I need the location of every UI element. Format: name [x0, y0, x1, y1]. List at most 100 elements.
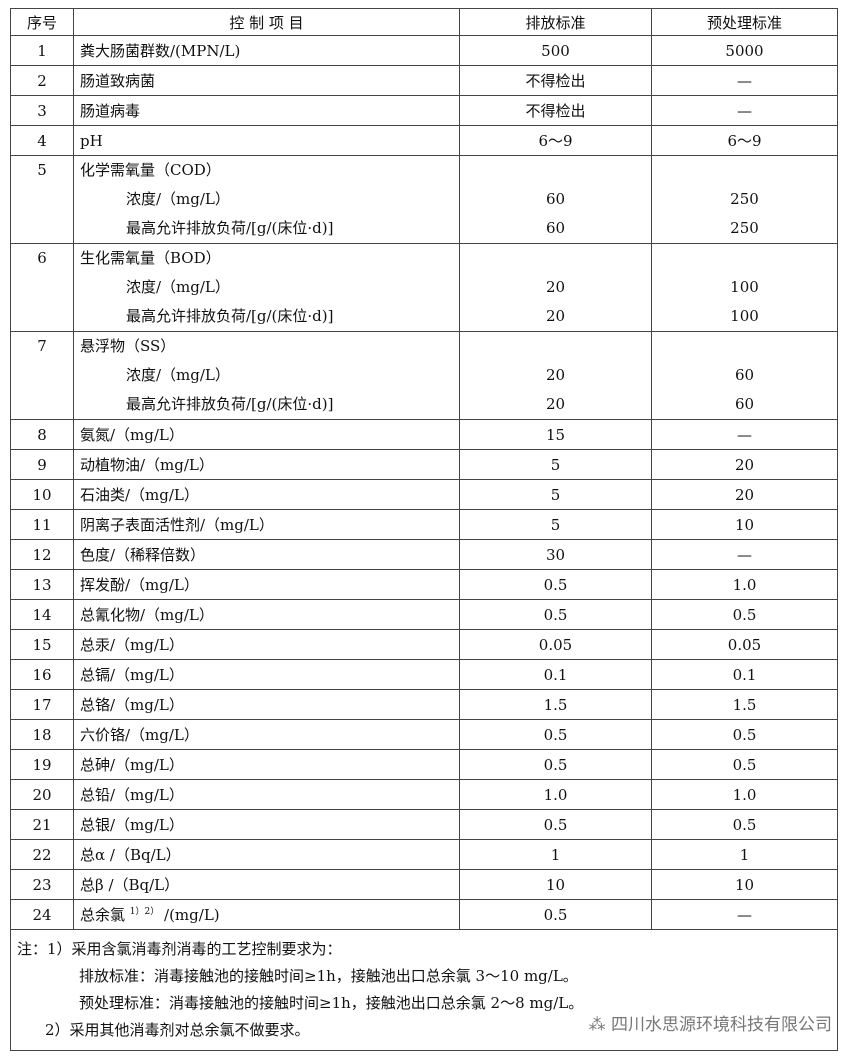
row-no: 23 — [10, 869, 74, 900]
table-row: 12 色度/（稀释倍数） 30— — [10, 539, 838, 570]
table-row: 7 悬浮物（SS） 浓度/（mg/L） 最高允许排放负荷/[g/(床位·d)] 20 20… — [10, 331, 838, 420]
row-no: 17 — [10, 689, 74, 720]
sub-discharge: 20 — [545, 307, 566, 325]
row-discharge: 0.5 — [459, 809, 652, 840]
sub-discharge: 20 — [545, 366, 566, 384]
row-item: 六价铬/（mg/L） — [73, 719, 460, 750]
row-discharge: 1.0 — [459, 779, 652, 810]
row-pretreatment: 5000 — [651, 35, 838, 66]
header-pretreatment: 预处理标准 — [651, 8, 838, 36]
row-no: 19 — [10, 749, 74, 780]
row-item: 总砷/（mg/L） — [73, 749, 460, 780]
note-1: 注：1）采用含氯消毒剂消毒的工艺控制要求为： — [17, 940, 342, 958]
table-row: 14 总氰化物/（mg/L） 0.5 0.5 — [10, 599, 838, 630]
row-discharge: 0.5 — [459, 899, 652, 930]
row-pretreatment: 0.5 — [651, 719, 838, 750]
row-item: 悬浮物（SS） 浓度/（mg/L） 最高允许排放负荷/[g/(床位·d)] — [73, 331, 460, 420]
row-discharge: 0.1 — [459, 659, 652, 690]
row-discharge: 不得检出 — [459, 65, 652, 96]
row-pretreatment: 20 — [651, 479, 838, 510]
row-no: 15 — [10, 629, 74, 660]
row-discharge: 5 — [459, 449, 652, 480]
table-row: 3 肠道病毒 不得检出 — — [10, 95, 838, 126]
row-pretreatment: 10 — [651, 509, 838, 540]
note-1-pretreatment: 预处理标准：消毒接触池的接触时间≥1h，接触池出口总余氯 2～8 mg/L。 — [79, 994, 584, 1012]
row-pretreatment: — — [651, 95, 838, 126]
row-discharge: 60 60 — [459, 155, 652, 244]
sub-item: 浓度/（mg/L） — [126, 366, 230, 384]
row-item: pH — [73, 125, 460, 156]
row-pretreatment: 6～9 — [651, 125, 838, 156]
sub-item: 浓度/（mg/L） — [126, 278, 230, 296]
table-row: 9 动植物油/（mg/L） 5 20 — [10, 449, 838, 480]
row-item: 挥发酚/（mg/L） — [73, 569, 460, 600]
row-discharge: 500 — [459, 35, 652, 66]
row-discharge: 0.5 — [459, 599, 652, 630]
row-pretreatment: 1.0 — [651, 779, 838, 810]
row-discharge: 5 — [459, 509, 652, 540]
row-no: 16 — [10, 659, 74, 690]
row-discharge: 30 — [459, 539, 652, 570]
row-item: 总铬/（mg/L） — [73, 689, 460, 720]
row-discharge: 20 20 — [459, 243, 652, 332]
sub-discharge: 60 — [545, 190, 566, 208]
header-item: 控 制 项 目 — [73, 8, 460, 36]
row-pretreatment: — — [651, 419, 838, 450]
row-discharge: 0.5 — [459, 749, 652, 780]
row-pretreatment: 10 — [651, 869, 838, 900]
row-no: 4 — [10, 125, 74, 156]
row-no: 1 — [10, 35, 74, 66]
row-discharge: 不得检出 — [459, 95, 652, 126]
row-pretreatment: 0.5 — [651, 749, 838, 780]
row-item: 生化需氧量（BOD） 浓度/（mg/L） 最高允许排放负荷/[g/(床位·d)] — [73, 243, 460, 332]
row-item: 阴离子表面活性剂/（mg/L） — [73, 509, 460, 540]
table-row: 17 总铬/（mg/L） 1.5 1.5 — [10, 689, 838, 720]
table-row: 18 六价铬/（mg/L） 0.5 0.5 — [10, 719, 838, 750]
sub-pretreatment: 60 — [734, 395, 755, 413]
row-pretreatment: 1 — [651, 839, 838, 870]
row-discharge: 6～9 — [459, 125, 652, 156]
row-discharge: 0.5 — [459, 569, 652, 600]
row-pretreatment: — — [651, 899, 838, 930]
table-row: 5 化学需氧量（COD） 浓度/（mg/L） 最高允许排放负荷/[g/(床位·d)] 6… — [10, 155, 838, 244]
table-row: 8 氨氮/（mg/L） 15— — [10, 419, 838, 450]
sub-pretreatment: 60 — [734, 366, 755, 384]
row-no: 11 — [10, 509, 74, 540]
table-row: 1 粪大肠菌群数/(MPN/L) 500 5000 — [10, 35, 838, 66]
sub-item: 浓度/（mg/L） — [126, 190, 230, 208]
footnote-ref: 1）2） — [129, 907, 160, 917]
row-no: 8 — [10, 419, 74, 450]
row-no: 9 — [10, 449, 74, 480]
sub-discharge: 20 — [545, 278, 566, 296]
row-pretreatment: 100 100 — [651, 243, 838, 332]
row-item: 动植物油/（mg/L） — [73, 449, 460, 480]
table-row: 10 石油类/（mg/L） 5 20 — [10, 479, 838, 510]
row-pretreatment: — — [651, 65, 838, 96]
row-no: 5 — [10, 155, 74, 244]
row-no: 20 — [10, 779, 74, 810]
sub-item: 最高允许排放负荷/[g/(床位·d)] — [126, 307, 334, 325]
row-no: 3 — [10, 95, 74, 126]
sub-pretreatment: 250 — [730, 190, 759, 208]
table-row: 15 总汞/（mg/L） 0.05 0.05 — [10, 629, 838, 660]
row-item: 总镉/（mg/L） — [73, 659, 460, 690]
row-item: 粪大肠菌群数/(MPN/L) — [73, 35, 460, 66]
row-pretreatment: — — [651, 539, 838, 570]
row-item: 色度/（稀释倍数） — [73, 539, 460, 570]
row-item: 肠道病毒 — [73, 95, 460, 126]
row-item: 石油类/（mg/L） — [73, 479, 460, 510]
row-no: 12 — [10, 539, 74, 570]
row-pretreatment: 0.05 — [651, 629, 838, 660]
table-row: 21 总银/（mg/L） 0.5 0.5 — [10, 809, 838, 840]
table-row: 4 pH 6～9 6～9 — [10, 125, 838, 156]
note-1-discharge: 排放标准：消毒接触池的接触时间≥1h，接触池出口总余氯 3～10 mg/L。 — [79, 967, 578, 985]
row-pretreatment: 1.0 — [651, 569, 838, 600]
row-no: 21 — [10, 809, 74, 840]
row-pretreatment: 0.5 — [651, 809, 838, 840]
row-no: 22 — [10, 839, 74, 870]
row-discharge: 0.05 — [459, 629, 652, 660]
row-pretreatment: 250 250 — [651, 155, 838, 244]
row-no: 13 — [10, 569, 74, 600]
row-no: 18 — [10, 719, 74, 750]
row-item: 氨氮/（mg/L） — [73, 419, 460, 450]
